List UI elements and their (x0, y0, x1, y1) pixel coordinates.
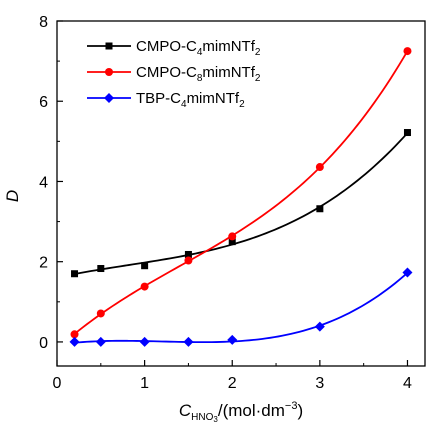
series-2-point (69, 336, 80, 347)
legend-label-0-post: mimNTf (202, 38, 255, 55)
x-axis-label-sub2: 3 (213, 415, 218, 424)
y-tick-label: 4 (39, 174, 48, 191)
legend-marker-1 (105, 68, 113, 76)
legend: CMPO-C4mimNTf2 CMPO-C8mimNTf2 TBP-C4mimN… (87, 38, 261, 110)
y-tick-label: 0 (39, 335, 48, 352)
legend-label-1-post: mimNTf (202, 64, 255, 81)
legend-marker-2 (104, 93, 114, 103)
legend-label-2-pre: TBP-C (136, 90, 181, 107)
legend-entry-1: CMPO-C8mimNTf2 (87, 64, 261, 84)
x-tick-label: 1 (140, 375, 149, 392)
legend-label-2: TBP-C4mimNTf2 (136, 90, 245, 110)
legend-label-0: CMPO-C4mimNTf2 (136, 38, 261, 58)
x-axis-label-sub: HNO (191, 412, 213, 423)
series-0-point (97, 265, 105, 273)
series-0-line (74, 132, 409, 275)
legend-label-1: CMPO-C8mimNTf2 (136, 64, 261, 84)
x-tick-label: 4 (403, 375, 412, 392)
y-tick-label: 2 (39, 255, 48, 272)
x-tick-label: 0 (53, 375, 62, 392)
series-1-point (96, 309, 105, 318)
series-1-point (184, 256, 193, 265)
series-2-point (139, 336, 150, 347)
series-2-point (95, 336, 106, 347)
series-2-point (402, 267, 413, 278)
series-0-point (403, 129, 411, 137)
series-0-point (184, 250, 192, 258)
legend-label-1-pre: CMPO-C (136, 64, 197, 81)
series-0-point (316, 205, 324, 213)
series-0-point (141, 262, 149, 270)
ticks-layer: 0 1 2 3 4 0 2 4 6 8 (39, 14, 412, 392)
x-tick-label: 2 (228, 375, 237, 392)
series-2-point (183, 336, 194, 347)
plot-frame (56, 20, 426, 367)
legend-label-0-pre: CMPO-C (136, 38, 197, 55)
legend-label-2-sub2: 2 (239, 99, 245, 110)
series-0-point (228, 238, 236, 246)
legend-label-0-sub2: 2 (255, 47, 261, 58)
y-tick-label: 8 (39, 14, 48, 31)
series-0-point (71, 270, 79, 278)
x-axis-label-main: C (179, 401, 192, 420)
legend-label-0-sub: 4 (197, 47, 203, 58)
series-2-point (314, 321, 325, 332)
series-1-point (70, 330, 79, 339)
series-1-point (315, 163, 324, 172)
series-layer (69, 47, 413, 347)
legend-marker-0 (105, 42, 113, 50)
legend-label-1-sub2: 2 (255, 73, 261, 84)
x-tick-label: 3 (315, 375, 324, 392)
series-1-point (403, 47, 412, 56)
series-2-line (74, 272, 409, 344)
legend-label-2-post: mimNTf (187, 90, 240, 107)
y-tick-label: 6 (39, 94, 48, 111)
series-1-line (73, 50, 409, 335)
series-1-point (140, 282, 149, 291)
series-1-point (228, 232, 237, 241)
x-axis-label: CHNO3/(mol·dm−3) (179, 400, 303, 424)
legend-entry-0: CMPO-C4mimNTf2 (87, 38, 261, 58)
legend-label-2-sub: 4 (181, 99, 187, 110)
x-axis-label-close: ) (297, 401, 303, 420)
legend-entry-2: TBP-C4mimNTf2 (87, 90, 245, 110)
series-2-point (227, 334, 238, 345)
x-axis-label-sup: −3 (285, 400, 298, 412)
x-axis-label-rest: /(mol·dm (218, 401, 285, 420)
y-axis-label: D (3, 190, 22, 202)
legend-label-1-sub: 8 (197, 73, 203, 84)
